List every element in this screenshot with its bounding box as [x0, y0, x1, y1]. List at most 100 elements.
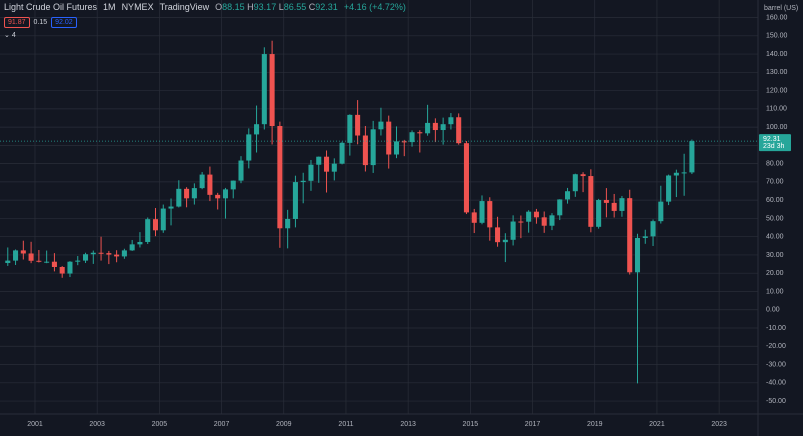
- y-tick-label: 140.00: [766, 51, 788, 58]
- ohlc-value: 86.55: [283, 2, 307, 12]
- source: TradingView: [159, 2, 210, 12]
- exchange: NYMEX: [121, 2, 154, 12]
- ask[interactable]: 92.02: [51, 17, 77, 28]
- candle-body: [168, 206, 174, 209]
- x-tick-label: 2005: [152, 421, 168, 428]
- candle-body: [409, 132, 415, 143]
- change: +4.16 (+4.72%): [343, 2, 406, 12]
- candle-body: [479, 201, 485, 223]
- y-tick-label: 10.00: [766, 288, 784, 295]
- candle-body: [463, 143, 469, 213]
- candle-body: [549, 215, 555, 226]
- candle-body: [285, 218, 291, 229]
- candle-body: [44, 261, 50, 263]
- candle-body: [269, 54, 275, 127]
- candle-body: [448, 117, 454, 125]
- spread: 0.15: [33, 19, 48, 26]
- x-tick-label: 2001: [27, 421, 43, 428]
- candle-body: [308, 164, 314, 181]
- candle-body: [90, 252, 96, 255]
- candle-body: [495, 227, 501, 243]
- candle-body: [518, 221, 524, 223]
- x-tick-label: 2023: [711, 421, 727, 428]
- candle-body: [673, 172, 679, 176]
- legend-header: Light Crude Oil Futures 1M NYMEX Trading…: [4, 2, 406, 12]
- candle-body: [440, 124, 446, 131]
- candle-body: [323, 156, 330, 172]
- candle-body: [650, 221, 656, 237]
- y-tick-label: -20.00: [766, 343, 786, 350]
- y-tick-label: 160.00: [766, 14, 788, 21]
- interval[interactable]: 1M: [103, 2, 116, 12]
- candle-body: [634, 237, 641, 273]
- ohlc-value: 88.15: [222, 2, 245, 12]
- x-tick-label: 2013: [400, 421, 416, 428]
- candle-body: [199, 174, 205, 189]
- y-tick-label: 70.00: [766, 179, 784, 186]
- candle-body: [487, 201, 493, 228]
- ohlc-key: H: [247, 2, 254, 12]
- candle-body: [238, 160, 244, 181]
- y-axis-label: barrel (US): [764, 5, 798, 12]
- candle-body: [393, 141, 400, 155]
- y-tick-label: 100.00: [766, 124, 788, 131]
- candle-body: [658, 201, 664, 222]
- candle-body: [565, 191, 571, 200]
- y-tick-label: -40.00: [766, 380, 786, 387]
- candle-body: [526, 211, 532, 222]
- y-tick-label: 0.00: [766, 307, 780, 314]
- y-tick-label: 30.00: [766, 252, 784, 259]
- candle-body: [557, 199, 563, 216]
- candle-body: [386, 121, 392, 155]
- candle-body: [471, 212, 477, 223]
- y-tick-label: -50.00: [766, 398, 786, 405]
- candle-body: [417, 132, 423, 134]
- indicator-toggle[interactable]: ⌄ 4: [4, 32, 16, 39]
- candle-body: [129, 244, 135, 251]
- x-tick-label: 2009: [276, 421, 292, 428]
- candle-body: [588, 176, 594, 227]
- candle-body: [331, 163, 337, 172]
- y-tick-label: 120.00: [766, 87, 788, 94]
- candle-body: [401, 141, 407, 143]
- candle-body: [456, 117, 462, 144]
- candle-body: [292, 182, 298, 219]
- candle-body: [5, 260, 11, 263]
- candle-body: [114, 254, 120, 257]
- candle-body: [82, 254, 89, 261]
- ohlc: O88.15 H93.17 L86.55 C92.31: [215, 2, 338, 12]
- y-tick-label: 40.00: [766, 234, 784, 241]
- candle-body: [666, 175, 672, 202]
- candle-body: [425, 122, 431, 134]
- candle-body: [510, 221, 516, 240]
- candle-body: [98, 252, 104, 254]
- candle-body: [106, 253, 112, 255]
- candle-body: [370, 129, 376, 166]
- candle-body: [184, 188, 190, 199]
- candle-body: [596, 199, 602, 227]
- y-tick-label: 80.00: [766, 160, 784, 167]
- countdown: 23d 3h: [763, 143, 785, 150]
- candle-body: [51, 261, 57, 268]
- candle-body: [13, 250, 19, 261]
- x-tick-label: 2017: [525, 421, 541, 428]
- candle-body: [145, 219, 151, 242]
- candle-body: [432, 122, 438, 131]
- x-tick-label: 2003: [89, 421, 105, 428]
- indicator-count: 4: [11, 32, 16, 39]
- ohlc-value: 93.17: [253, 2, 277, 12]
- last-price-label: 92.31: [763, 136, 781, 143]
- y-tick-label: 110.00: [766, 106, 787, 113]
- candle-body: [316, 156, 322, 165]
- candle-body: [191, 188, 197, 199]
- candle-body: [277, 126, 283, 229]
- candle-body: [215, 194, 221, 199]
- y-tick-label: 130.00: [766, 69, 788, 76]
- candle-body: [20, 250, 26, 254]
- candle-body: [160, 208, 166, 231]
- bid[interactable]: 91.87: [4, 17, 30, 28]
- candle-body: [137, 241, 143, 245]
- symbol[interactable]: Light Crude Oil Futures: [4, 2, 98, 12]
- x-tick-label: 2007: [214, 421, 230, 428]
- candle-body: [362, 135, 368, 166]
